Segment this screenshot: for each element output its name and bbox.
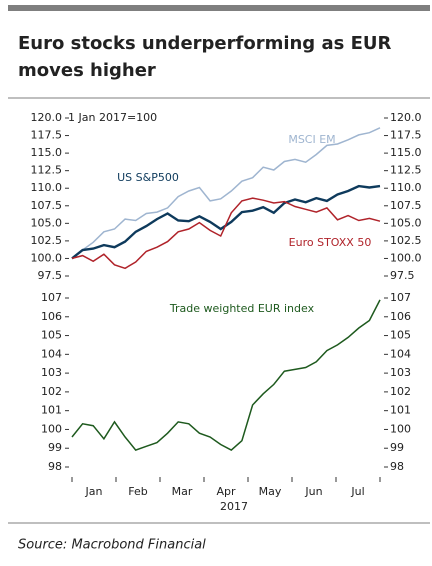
y-tick-label: 104 — [390, 347, 411, 360]
series-label: Trade weighted EUR index — [169, 302, 315, 315]
y-tick-label: 102 — [41, 385, 62, 398]
y-tick-label: 115.0 — [31, 146, 63, 159]
x-axis-label: 2017 — [220, 500, 248, 513]
source: Source: Macrobond Financial — [18, 538, 206, 553]
x-tick-label: Apr — [216, 485, 236, 498]
chart-title: Euro stocks underperforming as EUR moves … — [18, 33, 391, 81]
y-tick-label: 102 — [390, 385, 411, 398]
x-tick-label: May — [259, 485, 282, 498]
y-tick-label: 117.5 — [31, 129, 63, 142]
series-line — [71, 197, 381, 270]
y-tick-label: 107.5 — [390, 199, 422, 212]
top-bar — [8, 5, 430, 11]
y-tick-label: 112.5 — [31, 164, 63, 177]
x-tick-label: Feb — [128, 485, 147, 498]
x-tick-label: Jan — [85, 485, 103, 498]
y-tick-label: 97.5 — [38, 269, 63, 282]
y-tick-label: 110.0 — [31, 181, 63, 194]
y-tick-label: 107.5 — [31, 199, 63, 212]
y-tick-label: 105.0 — [390, 216, 422, 229]
y-tick-label: 107 — [41, 291, 62, 304]
y-tick-label: 117.5 — [390, 129, 422, 142]
x-tick-label: Jun — [304, 485, 322, 498]
y-tick-label: 107 — [390, 291, 411, 304]
y-tick-label: 120.0 — [390, 111, 422, 124]
y-tick-label: 105 — [390, 329, 411, 342]
y-tick-label: 98 — [390, 460, 404, 473]
y-tick-label: 100.0 — [31, 251, 63, 264]
y-tick-label: 120.0 — [31, 111, 63, 124]
series-line — [71, 127, 381, 259]
y-tick-label: 106 — [41, 310, 62, 323]
y-tick-label: 99 — [390, 441, 404, 454]
y-tick-label: 112.5 — [390, 164, 422, 177]
title-text: moves higher — [18, 60, 156, 81]
y-tick-label: 99 — [48, 441, 62, 454]
y-tick-label: 106 — [390, 310, 411, 323]
y-tick-label: 105.0 — [31, 216, 63, 229]
series-label: MSCI EM — [288, 133, 335, 146]
series-line — [71, 299, 381, 452]
x-tick-label: Jul — [350, 485, 364, 498]
series-label: Euro STOXX 50 — [289, 236, 372, 249]
y-tick-label: 103 — [41, 366, 62, 379]
y-tick-label: 101 — [390, 404, 411, 417]
y-tick-label: 97.5 — [390, 269, 415, 282]
y-tick-label: 100.0 — [390, 251, 422, 264]
y-tick-label: 98 — [48, 460, 62, 473]
y-tick-label: 105 — [41, 329, 62, 342]
y-tick-label: 101 — [41, 404, 62, 417]
y-tick-label: 102.5 — [390, 234, 422, 247]
y-tick-label: 103 — [390, 366, 411, 379]
y-tick-label: 100 — [390, 422, 411, 435]
annotation: 1 Jan 2017=100 — [68, 111, 157, 124]
title-text: Euro stocks underperforming as EUR — [18, 33, 391, 54]
y-tick-label: 102.5 — [31, 234, 63, 247]
y-tick-label: 115.0 — [390, 146, 422, 159]
series-label: US S&P500 — [117, 171, 179, 184]
y-tick-label: 100 — [41, 422, 62, 435]
y-tick-label: 104 — [41, 347, 62, 360]
x-tick-label: Mar — [172, 485, 193, 498]
y-tick-label: 110.0 — [390, 181, 422, 194]
